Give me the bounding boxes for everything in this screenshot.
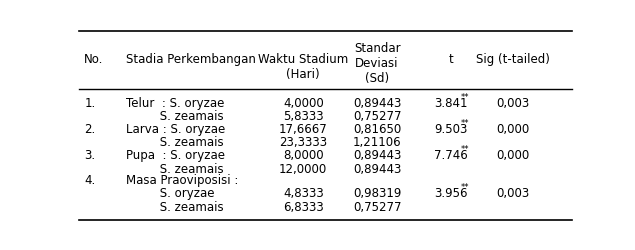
Text: S. zeamais: S. zeamais: [126, 110, 224, 123]
Text: Larva : S. oryzae: Larva : S. oryzae: [126, 122, 225, 135]
Text: 1.: 1.: [84, 96, 95, 109]
Text: 0,98319: 0,98319: [353, 186, 401, 199]
Text: Stadia Perkembangan: Stadia Perkembangan: [126, 53, 256, 66]
Text: 7.746: 7.746: [434, 148, 468, 161]
Text: Standar
Deviasi
(Sd): Standar Deviasi (Sd): [354, 42, 401, 84]
Text: 4,0000: 4,0000: [283, 96, 324, 109]
Text: 17,6667: 17,6667: [279, 122, 328, 135]
Text: 0,003: 0,003: [496, 96, 529, 109]
Text: Telur  : S. oryzae: Telur : S. oryzae: [126, 96, 225, 109]
Text: 0,003: 0,003: [496, 186, 529, 199]
Text: No.: No.: [84, 53, 104, 66]
Text: Masa Praoviposisi :: Masa Praoviposisi :: [126, 174, 239, 186]
Text: 0,75277: 0,75277: [353, 200, 401, 213]
Text: 0,000: 0,000: [496, 148, 529, 161]
Text: 0,89443: 0,89443: [353, 148, 401, 161]
Text: 1,21106: 1,21106: [353, 136, 401, 149]
Text: 0,89443: 0,89443: [353, 96, 401, 109]
Text: 0,89443: 0,89443: [353, 162, 401, 175]
Text: **: **: [460, 92, 469, 102]
Text: **: **: [460, 118, 469, 128]
Text: 3.956: 3.956: [434, 186, 468, 199]
Text: 5,8333: 5,8333: [283, 110, 324, 123]
Text: 23,3333: 23,3333: [279, 136, 328, 149]
Text: Pupa  : S. oryzae: Pupa : S. oryzae: [126, 148, 225, 161]
Text: Waktu Stadium
(Hari): Waktu Stadium (Hari): [258, 53, 349, 81]
Text: t: t: [448, 53, 453, 66]
Text: 3.: 3.: [84, 148, 95, 161]
Text: 0,81650: 0,81650: [353, 122, 401, 135]
Text: 4.: 4.: [84, 174, 95, 186]
Text: **: **: [460, 144, 469, 154]
Text: 0,75277: 0,75277: [353, 110, 401, 123]
Text: 3.841: 3.841: [434, 96, 468, 109]
Text: S. zeamais: S. zeamais: [126, 136, 224, 149]
Text: 8,0000: 8,0000: [283, 148, 324, 161]
Text: 4,8333: 4,8333: [283, 186, 324, 199]
Text: Sig (t-tailed): Sig (t-tailed): [476, 53, 549, 66]
Text: 6,8333: 6,8333: [283, 200, 324, 213]
Text: S. zeamais: S. zeamais: [126, 200, 224, 213]
Text: 0,000: 0,000: [496, 122, 529, 135]
Text: S. zeamais: S. zeamais: [126, 162, 224, 175]
Text: S. oryzae: S. oryzae: [126, 186, 215, 199]
Text: **: **: [460, 182, 469, 192]
Text: 2.: 2.: [84, 122, 95, 135]
Text: 12,0000: 12,0000: [279, 162, 328, 175]
Text: 9.503: 9.503: [434, 122, 467, 135]
